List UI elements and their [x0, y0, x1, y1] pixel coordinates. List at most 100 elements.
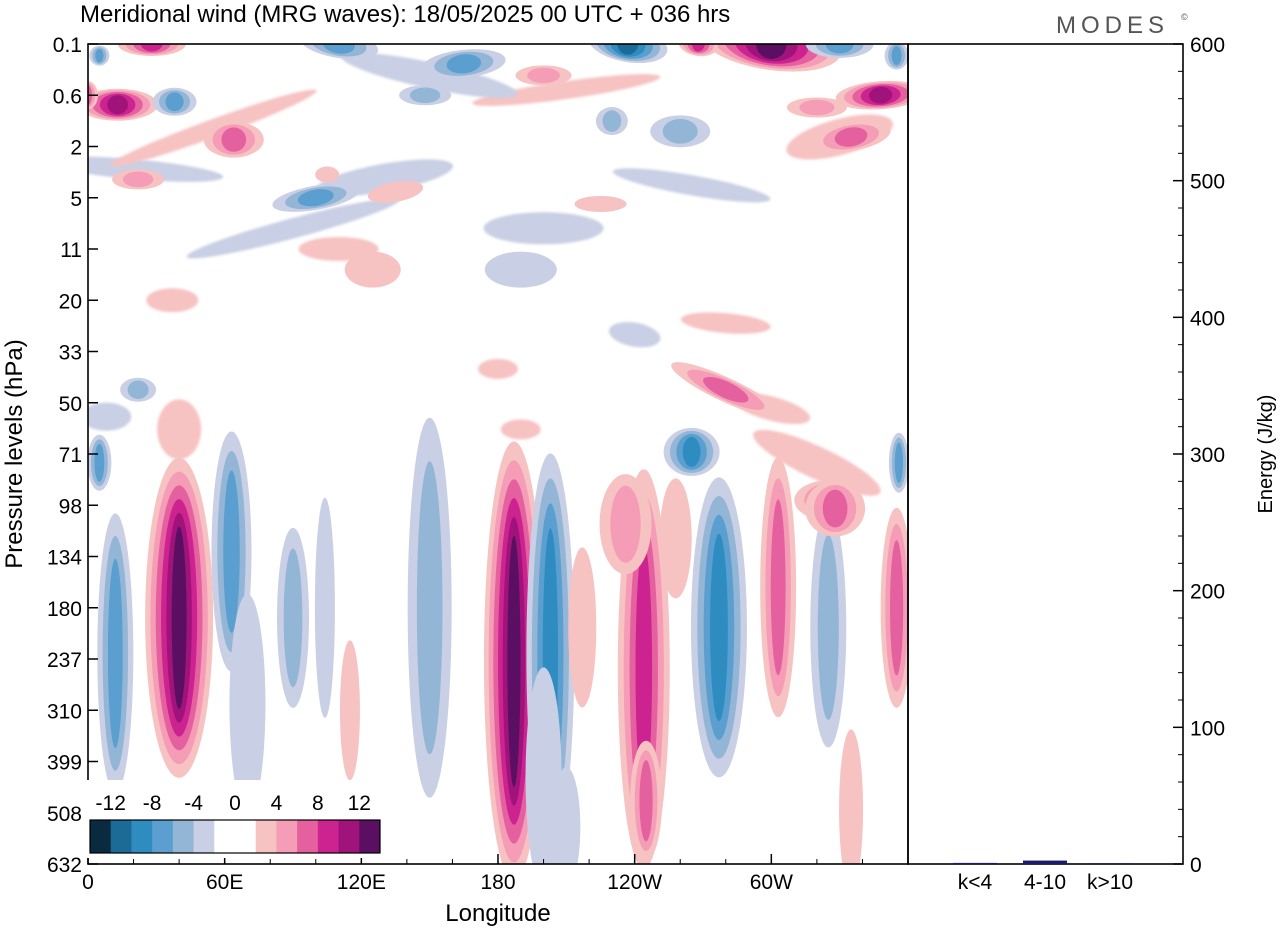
contour-band [122, 171, 154, 188]
energy-tick-label: 600 [1190, 34, 1225, 57]
colorbar-swatch [338, 820, 360, 853]
colorbar-label: 0 [229, 792, 241, 815]
wind-column [120, 377, 157, 402]
energy-tick-label: 300 [1190, 444, 1225, 467]
pressure-tick-label: 0.6 [53, 85, 82, 108]
wind-column [229, 593, 266, 814]
contour-band [314, 497, 335, 718]
pressure-axis: 0.1 0.6 2 5 11 20 33 50 71 98 134 180 237 310 399 508 63… [47, 34, 98, 877]
contour-band [610, 485, 641, 563]
colorbar-swatch [90, 820, 112, 853]
upper-wind-blob [515, 65, 572, 86]
wind-column [810, 507, 847, 748]
upper-wind-blob [203, 121, 264, 158]
pressure-tick-label: 71 [59, 444, 82, 467]
contour-band [223, 470, 240, 633]
field-wisp [88, 402, 132, 431]
colorbar-label: -8 [143, 792, 162, 815]
upper-wind-blob [422, 49, 506, 79]
contour-band [692, 44, 705, 52]
contour-band [94, 443, 105, 482]
energy-tick-label: 200 [1190, 581, 1225, 604]
contour-band [552, 767, 581, 864]
contour-band [825, 44, 854, 54]
colorbar-swatch [110, 820, 132, 853]
brand-logo-text: MODES [1056, 12, 1169, 39]
contour-band [283, 548, 303, 688]
field-wisp [146, 288, 199, 313]
field-wisp [157, 399, 202, 460]
colorbar-swatch [214, 820, 236, 853]
energy-bar [1088, 863, 1132, 864]
wind-column [568, 547, 597, 708]
colorbar-swatch [359, 820, 381, 853]
colorbar-label: 4 [271, 792, 283, 815]
contour-band [409, 87, 441, 103]
energy-axis-label: Energy (J/kg) [1255, 395, 1277, 514]
wind-column [525, 667, 562, 864]
upper-wind-blob [786, 97, 847, 118]
contour-band [770, 499, 786, 676]
upper-wind-blob [88, 88, 158, 121]
energy-panel-frame [907, 43, 1184, 865]
field-wisp [608, 322, 661, 348]
contour-band [822, 489, 848, 528]
field-wisp [612, 168, 771, 203]
pressure-tick-label: 20 [59, 290, 82, 313]
pressure-tick-label: 50 [59, 393, 82, 416]
energy-tick-label: 500 [1190, 171, 1225, 194]
field-wisp [500, 419, 541, 440]
colorbar-swatch [235, 820, 257, 853]
upper-wind-blob [671, 362, 781, 418]
wind-column [407, 417, 452, 798]
upper-wind-blob [272, 183, 360, 212]
contour-band [839, 729, 864, 864]
wind-column [97, 513, 134, 794]
contour-band [446, 54, 482, 74]
upper-wind-blob [811, 121, 891, 153]
longitude-tick-label: 120W [607, 871, 662, 894]
contour-band [367, 180, 424, 203]
colorbar-swatch [131, 820, 153, 853]
upper-wind-blob [315, 166, 340, 183]
contour-band [297, 189, 334, 207]
colorbar-swatch [297, 820, 319, 853]
contour-band [834, 127, 868, 147]
upper-wind-blob [835, 80, 908, 110]
upper-wind-blob [805, 44, 874, 58]
wind-field [88, 44, 908, 864]
pressure-tick-label: 98 [59, 495, 82, 518]
wind-column [339, 640, 360, 781]
colorbar-swatch [193, 820, 215, 853]
contour-band [574, 195, 627, 212]
contour-band [687, 44, 710, 54]
contour-band [140, 44, 163, 52]
field-wisp [483, 212, 604, 245]
wind-column [760, 457, 797, 718]
upper-wind-blob [152, 87, 197, 116]
pressure-tick-label: 11 [60, 239, 82, 262]
brand-logo-mark: © [1181, 12, 1188, 22]
upper-wind-blob [595, 107, 628, 136]
colorbar-swatch [276, 820, 298, 853]
contour-band [659, 478, 692, 599]
contour-band [703, 376, 749, 403]
contour-band [894, 442, 904, 484]
contour-band [525, 667, 562, 864]
colorbar-frame [89, 819, 381, 854]
contour-band [568, 547, 597, 708]
energy-bar-label: 4-10 [1024, 871, 1066, 894]
energy-tick-label: 0 [1190, 854, 1202, 877]
contour-band [344, 251, 401, 288]
pressure-tick-label: 2 [70, 137, 82, 160]
wind-column [888, 432, 908, 493]
contour-band [817, 534, 839, 720]
longitude-tick-label: 60W [750, 871, 793, 894]
energy-bar [1023, 860, 1067, 864]
energy-tick-label: 100 [1190, 717, 1225, 740]
longitude-axis: 0 60E 120E 180 120W 60W [82, 854, 863, 894]
x-axis-label: Longitude [445, 900, 550, 927]
longitude-tick-label: 60E [206, 871, 243, 894]
contour-band [756, 44, 787, 59]
